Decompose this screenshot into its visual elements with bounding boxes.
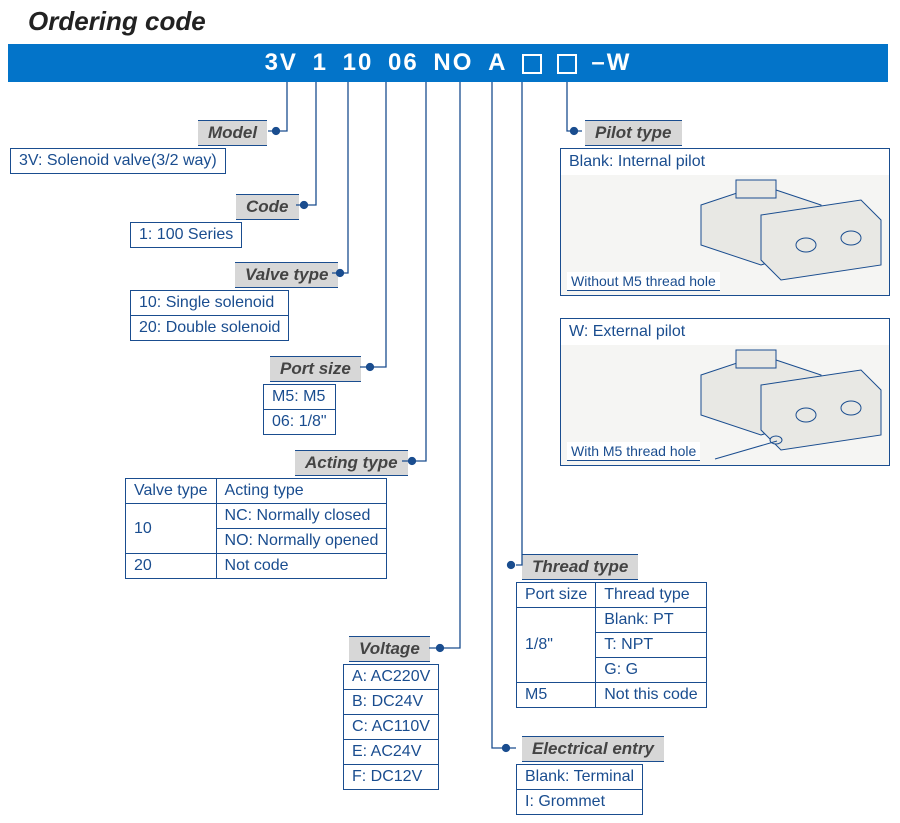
acting-notcode: Not code xyxy=(216,554,387,579)
port-size-table: M5: M5 06: 1/8" xyxy=(263,384,336,435)
code-3v: 3V xyxy=(262,44,301,82)
port-size-row-1: 06: 1/8" xyxy=(264,410,336,435)
valve-type-row-1: 20: Double solenoid xyxy=(131,316,289,341)
voltage-table: A: AC220V B: DC24V C: AC110V E: AC24V F:… xyxy=(343,664,439,790)
code-no: NO xyxy=(430,44,476,82)
tt-ps-18: 1/8" xyxy=(517,608,596,683)
voltage-2: C: AC110V xyxy=(344,715,439,740)
acting-hdr-1: Acting type xyxy=(216,479,387,504)
acting-hdr-0: Valve type xyxy=(126,479,217,504)
code-w: –W xyxy=(588,44,634,82)
voltage-1: B: DC24V xyxy=(344,690,439,715)
acting-vt-10: 10 xyxy=(126,504,217,554)
valve-type-table: 10: Single solenoid 20: Double solenoid xyxy=(130,290,289,341)
code-10: 10 xyxy=(340,44,377,82)
code-table: 1: 100 Series xyxy=(130,222,242,248)
electrical-entry-table: Blank: Terminal I: Grommet xyxy=(516,764,643,815)
pilot-blank-caption: Blank: Internal pilot xyxy=(561,149,889,175)
tt-notcode: Not this code xyxy=(596,683,706,708)
thread-type-label: Thread type xyxy=(522,554,638,580)
ee-0: Blank: Terminal xyxy=(517,765,643,790)
port-size-label: Port size xyxy=(270,356,361,382)
tt-hdr-0: Port size xyxy=(517,583,596,608)
port-size-row-0: M5: M5 xyxy=(264,385,336,410)
model-table: 3V: Solenoid valve(3/2 way) xyxy=(10,148,226,174)
electrical-entry-label: Electrical entry xyxy=(522,736,664,762)
acting-no: NO: Normally opened xyxy=(216,529,387,554)
voltage-label: Voltage xyxy=(349,636,430,662)
pilot-blank-box: Blank: Internal pilot Without M5 thread … xyxy=(560,148,890,296)
pilot-w-caption: W: External pilot xyxy=(561,319,889,345)
pilot-type-label: Pilot type xyxy=(585,120,682,146)
acting-vt-20: 20 xyxy=(126,554,217,579)
tt-npt: T: NPT xyxy=(596,633,706,658)
heading: Ordering code xyxy=(28,6,206,37)
pilot-w-img: With M5 thread hole xyxy=(561,345,889,465)
model-label: Model xyxy=(198,120,267,146)
tt-pt: Blank: PT xyxy=(596,608,706,633)
thread-type-table: Port size Thread type 1/8" Blank: PT T: … xyxy=(516,582,707,708)
code-label: Code xyxy=(236,194,299,220)
model-row: 3V: Solenoid valve(3/2 way) xyxy=(11,149,226,174)
code-a: A xyxy=(485,44,510,82)
pilot-w-box: W: External pilot With M5 thread hole xyxy=(560,318,890,466)
tt-ps-m5: M5 xyxy=(517,683,596,708)
tt-hdr-1: Thread type xyxy=(596,583,706,608)
code-box-2 xyxy=(557,54,577,74)
code-06: 06 xyxy=(385,44,422,82)
valve-type-label: Valve type xyxy=(235,262,338,288)
pilot-blank-note: Without M5 thread hole xyxy=(567,272,720,291)
acting-type-table: Valve type Acting type 10 NC: Normally c… xyxy=(125,478,387,579)
tt-g: G: G xyxy=(596,658,706,683)
code-box-1 xyxy=(522,54,542,74)
pilot-blank-img: Without M5 thread hole xyxy=(561,175,889,295)
ee-1: I: Grommet xyxy=(517,790,643,815)
pilot-w-note: With M5 thread hole xyxy=(567,442,700,461)
valve-type-row-0: 10: Single solenoid xyxy=(131,291,289,316)
code-bar: 3V 1 10 06 NO A –W xyxy=(8,44,888,82)
voltage-4: F: DC12V xyxy=(344,765,439,790)
acting-nc: NC: Normally closed xyxy=(216,504,387,529)
voltage-0: A: AC220V xyxy=(344,665,439,690)
code-1: 1 xyxy=(310,44,331,82)
voltage-3: E: AC24V xyxy=(344,740,439,765)
acting-type-label: Acting type xyxy=(295,450,408,476)
code-row: 1: 100 Series xyxy=(131,223,242,248)
